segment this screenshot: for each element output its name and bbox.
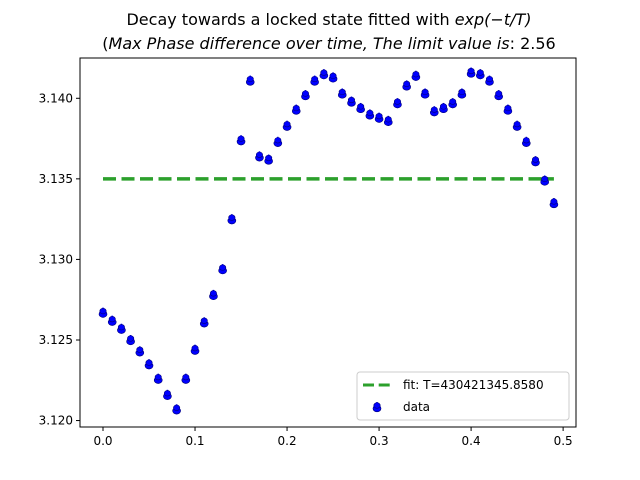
x-tick-label: 0.2: [278, 434, 297, 448]
data-point: [264, 154, 273, 165]
data-point: [522, 136, 531, 147]
y-tick-label: 3.125: [39, 333, 73, 347]
data-point: [144, 359, 154, 370]
data-point: [494, 90, 504, 101]
data-point: [549, 198, 559, 209]
data-point: [337, 88, 347, 99]
data-point: [310, 75, 319, 86]
data-point: [457, 88, 467, 99]
data-point: [301, 90, 310, 101]
data-point: [420, 88, 430, 99]
data-point: [107, 315, 117, 326]
data-point: [439, 102, 448, 114]
data-point: [512, 120, 522, 131]
data-point: [282, 120, 292, 131]
data-point: [172, 404, 181, 415]
axes: 0.0 0.1 0.2 0.3 0.4 0.5 3.120 3.125 3.130 3.135 3.…: [39, 57, 577, 448]
data-point: [163, 389, 172, 400]
chart-title-line1: Decay towards a locked state fitted with…: [126, 10, 531, 29]
data-point: [374, 112, 384, 123]
data-point: [356, 102, 365, 114]
x-tick-label: 0.5: [554, 434, 573, 448]
plot-area: [98, 67, 559, 415]
chart-title-math: exp(−t/T): [455, 10, 532, 29]
data-point: [411, 70, 421, 81]
data-point: [485, 75, 494, 86]
data-point: [181, 373, 191, 384]
y-tick-label: 3.130: [39, 252, 73, 266]
legend-frame: [356, 371, 570, 421]
data-point: [209, 289, 218, 300]
data-point: [475, 69, 485, 80]
y-tick-label: 3.135: [39, 172, 73, 186]
data-point: [273, 136, 283, 147]
data-point: [117, 323, 126, 334]
data-point: [153, 373, 163, 384]
legend-fit-label: fit: T=430421345.8580: [403, 378, 544, 392]
data-point: [245, 75, 255, 86]
data-point: [531, 156, 540, 167]
y-tick-label: 3.120: [39, 414, 73, 428]
data-point: [393, 98, 402, 109]
data-point: [328, 72, 338, 83]
data-point: [255, 151, 264, 162]
axes-frame: [79, 57, 577, 428]
data-point: [227, 214, 237, 225]
y-tick-label: 3.140: [39, 91, 73, 105]
data-point: [319, 69, 329, 80]
data-point: [199, 317, 209, 328]
chart-subtitle-value: : 2.56: [510, 34, 556, 53]
chart-subtitle-math: Max Phase difference over time, The limi…: [109, 34, 510, 53]
data-point: [190, 344, 200, 355]
chart-subtitle-open: (: [102, 34, 108, 53]
legend-data-label: data: [403, 400, 430, 414]
data-point: [383, 115, 393, 126]
x-tick-label: 0.0: [93, 434, 112, 448]
data-point: [429, 106, 439, 117]
data-point: [236, 135, 246, 146]
data-point: [135, 346, 145, 357]
chart-title-prefix: Decay towards a locked state fitted with: [126, 10, 454, 29]
data-point: [503, 104, 513, 115]
data-point: [347, 96, 356, 107]
data-point: [218, 264, 227, 275]
x-tick-label: 0.1: [185, 434, 204, 448]
chart-title-line2: (Max Phase difference over time, The lim…: [102, 34, 555, 53]
legend-data-swatch: [372, 402, 382, 413]
data-point: [466, 67, 476, 78]
data-point: [540, 175, 550, 186]
x-tick-label: 0.3: [370, 434, 389, 448]
data-point: [291, 104, 301, 115]
data-point: [448, 98, 457, 109]
data-point: [126, 334, 135, 346]
data-point: [402, 80, 411, 91]
data-point: [365, 109, 375, 120]
x-tick-label: 0.4: [462, 434, 481, 448]
data-point: [98, 307, 108, 318]
legend: fit: T=430421345.8580 data: [356, 371, 570, 421]
legend-data-marker: [372, 402, 382, 413]
